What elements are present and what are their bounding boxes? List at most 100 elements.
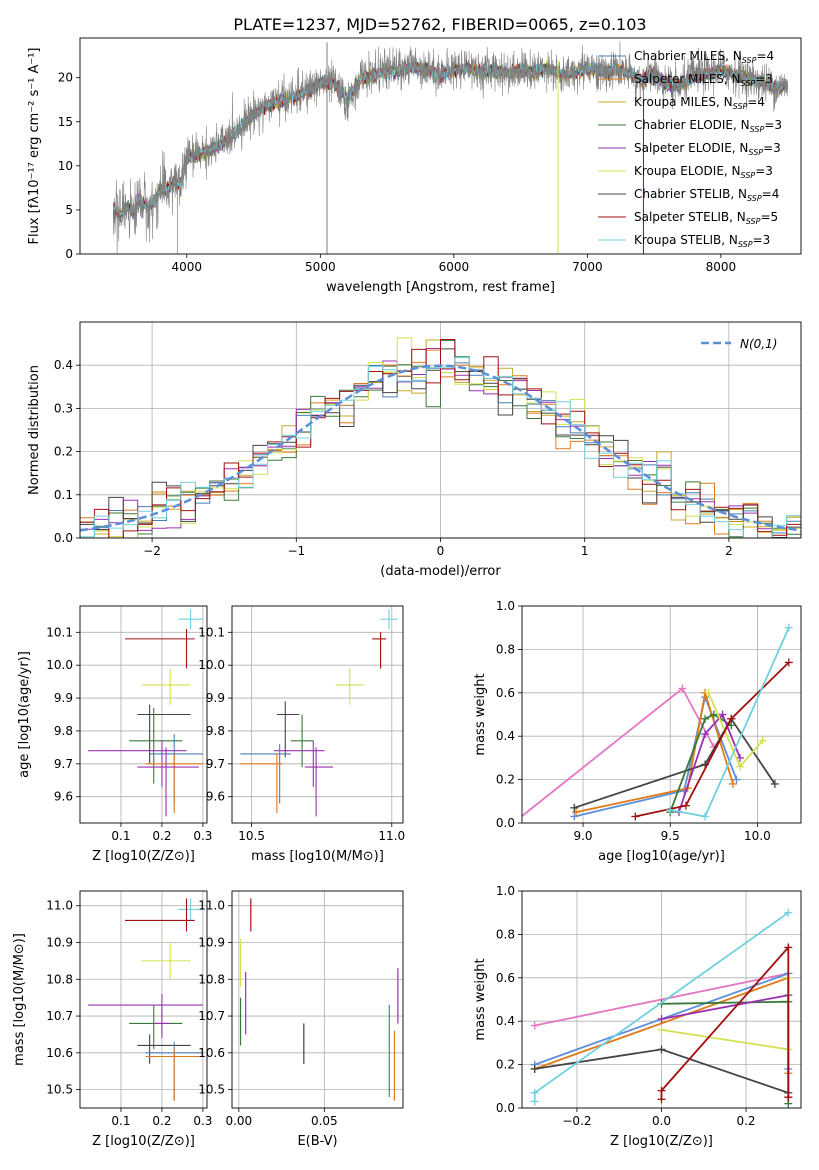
y-axis-label: Normed distribution <box>27 365 42 495</box>
y-tick-label: 1.0 <box>496 884 515 898</box>
x-tick-label: 11.0 <box>378 829 405 843</box>
x-tick-label: 5000 <box>305 260 336 274</box>
y-tick-label: 0 <box>65 247 73 261</box>
legend-label-base: Kroupa ELODIE, N <box>634 164 741 178</box>
y-tick-label: 9.8 <box>54 724 73 738</box>
x-tick-label: 9.0 <box>573 829 592 843</box>
plot-area-mass-vs-ebv <box>239 898 399 1101</box>
legend-label-tail: =3 <box>755 72 773 86</box>
x-tick-label: 10.5 <box>238 829 265 843</box>
y-tick-label: 15 <box>58 115 73 129</box>
normal-pdf-curve <box>80 364 801 532</box>
y-tick-label: 9.7 <box>206 757 225 771</box>
y-tick-label: 0.2 <box>54 445 73 459</box>
y-tick-label: 0.6 <box>496 686 515 700</box>
y-tick-label: 0.2 <box>496 773 515 787</box>
legend-label-sub: SSP <box>738 240 753 249</box>
axes-frame <box>231 605 404 824</box>
data-line <box>113 41 788 254</box>
x-tick-label: 0.2 <box>152 829 171 843</box>
legend-label-sub: SSP <box>733 102 748 111</box>
x-tick-label: 0 <box>437 544 445 558</box>
x-tick-label: 0.00 <box>225 1114 252 1128</box>
x-axis-label: wavelength [Angstrom, rest frame] <box>326 280 555 295</box>
axes-frame <box>79 321 802 539</box>
panel-residuals: −2 −1 0 1 2 0.0 0.1 0.2 0.3 0.4 (data-model)/error… <box>27 321 802 579</box>
legend-label: Kroupa MILES, NSSP=4 <box>634 95 765 111</box>
legend-label: Salpeter ELODIE, NSSP=3 <box>634 141 781 157</box>
x-tick-label: 0.3 <box>193 829 212 843</box>
x-tick-label: 1 <box>581 544 589 558</box>
y-tick-label: 9.8 <box>206 724 225 738</box>
y-tick-label: 0.1 <box>54 488 73 502</box>
weight-line-5 <box>678 712 741 813</box>
weight-line-7 <box>660 945 790 1100</box>
y-tick-label: 0.8 <box>496 927 515 941</box>
axes-frame <box>79 605 208 824</box>
legend-label-sub: SSP <box>746 217 761 226</box>
x-tick-label: 0.1 <box>111 1114 130 1128</box>
legend-label-base: Chabrier ELODIE, N <box>634 118 750 132</box>
legend-label-tail: =3 <box>755 164 773 178</box>
x-tick-label: 7000 <box>572 260 603 274</box>
x-axis-label: (data-model)/error <box>380 564 501 579</box>
panel-age-vs-mass: 10.5 11.0 9.6 9.7 9.8 9.9 10.0 10.1 mass [log10(… <box>198 605 405 864</box>
x-axis-label: E(B-V) <box>297 1134 337 1149</box>
panel-age-vs-Z: 0.1 0.2 0.3 9.6 9.7 9.8 9.9 10.0 10.1 Z [log10(Z/… <box>17 605 212 864</box>
weight-line-7 <box>635 661 790 818</box>
y-tick-label: 0.4 <box>54 358 73 372</box>
x-axis-label: Z [log10(Z/Z⊙)] <box>92 849 195 864</box>
y-tick-label: 11.0 <box>46 899 73 913</box>
panel-mass-weight-vs-age: 9.0 9.5 10.0 0.0 0.2 0.4 0.6 0.8 1.0 age [log10(a… <box>473 599 802 864</box>
legend-label-tail: =5 <box>760 210 778 224</box>
y-tick-label: 10.5 <box>198 1083 225 1097</box>
y-tick-label: 10.7 <box>46 1009 73 1023</box>
legend-label: Chabrier STELIB, NSSP=4 <box>634 187 779 203</box>
y-tick-label: 10.8 <box>198 972 225 986</box>
y-axis-label: Flux [fλ10⁻¹⁷ erg cm⁻² s⁻¹ A⁻¹] <box>27 48 42 245</box>
legend-label-tail: =3 <box>753 233 771 247</box>
y-tick-label: 9.6 <box>54 790 73 804</box>
x-axis-label: age [log10(age/yr)] <box>598 849 725 864</box>
y-tick-label: 9.9 <box>206 691 225 705</box>
y-tick-label: 10.9 <box>46 935 73 949</box>
y-tick-label: 1.0 <box>496 599 515 613</box>
x-tick-label: 0.05 <box>311 1114 338 1128</box>
y-tick-label: 0.6 <box>496 971 515 985</box>
legend-label-base: Salpeter STELIB, N <box>634 210 746 224</box>
x-tick-label: 0.0 <box>652 1114 671 1128</box>
x-tick-label: 0.2 <box>152 1114 171 1128</box>
plot-area-age-vs-mass <box>240 609 398 817</box>
axes-frame <box>521 605 802 824</box>
y-axis-label: age [log10(age/yr)] <box>17 651 32 778</box>
axes-frame <box>521 890 802 1109</box>
y-tick-label: 10.6 <box>46 1046 73 1060</box>
x-axis-label: Z [log10(Z/Z⊙)] <box>610 1134 713 1149</box>
y-tick-label: 11.0 <box>198 899 225 913</box>
y-tick-label: 10.9 <box>198 935 225 949</box>
y-tick-label: 0.4 <box>496 1014 515 1028</box>
legend-label-base: Chabrier MILES, N <box>634 49 742 63</box>
y-tick-label: 9.6 <box>206 790 225 804</box>
x-tick-label: 4000 <box>172 260 203 274</box>
legend-label: Chabrier ELODIE, NSSP=3 <box>634 118 782 134</box>
legend-label-tail: =4 <box>762 187 780 201</box>
legend-label: N(0,1) <box>740 337 777 351</box>
legend-label-sub: SSP <box>742 56 757 65</box>
plot-area-mass-weight-vs-age <box>522 623 793 821</box>
plot-area-residuals <box>80 337 801 538</box>
legend-label: Chabrier MILES, NSSP=4 <box>634 49 774 65</box>
plot-area-mass-vs-Z <box>88 898 203 1101</box>
panel-mass-vs-ebv: 0.00 0.05 10.5 10.6 10.7 10.8 10.9 11.0 E(B-V) <box>198 890 404 1149</box>
weight-line-0 <box>522 687 715 818</box>
axes-frame <box>79 890 208 1109</box>
x-tick-label: 8000 <box>706 260 737 274</box>
legend-label-sub: SSP <box>747 194 762 203</box>
plot-area-mass-weight-vs-Z <box>530 908 793 1108</box>
legend-label: Salpeter MILES, NSSP=3 <box>634 72 773 88</box>
weight-line-0 <box>534 972 789 1027</box>
y-axis-label: mass weight <box>473 958 488 1040</box>
legend-label-tail: =3 <box>764 118 782 132</box>
